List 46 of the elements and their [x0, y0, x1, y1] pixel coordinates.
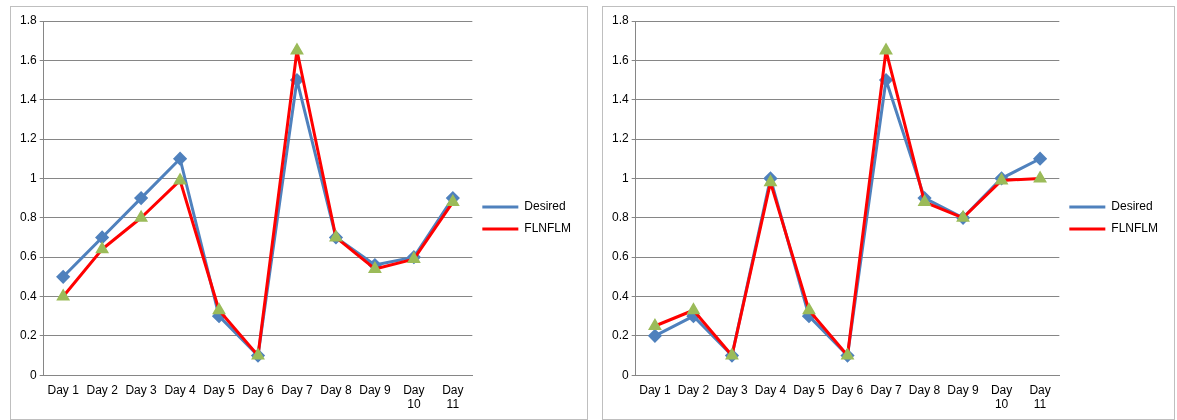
legend-label: FLNFLM — [1111, 221, 1158, 236]
y-tick-label: 1.2 — [611, 131, 629, 146]
x-tick-label: Day 3 — [125, 382, 158, 397]
x-tick-label: Day 8 — [908, 382, 941, 397]
legend-label: FLNFLM — [524, 221, 571, 236]
x-tick-label: Day 1 — [639, 382, 671, 397]
x-tick-label: Day 10 — [403, 382, 425, 412]
y-tick-label: 0.6 — [611, 249, 629, 264]
y-tick-label: 0 — [621, 367, 629, 382]
x-tick-label: Day 9 — [359, 382, 391, 397]
y-tick-label: 1.6 — [19, 52, 37, 67]
x-tick-label: Day 5 — [203, 382, 236, 397]
x-tick-label: Day 7 — [281, 382, 313, 397]
y-tick-label: 0.6 — [19, 249, 37, 264]
x-tick-label: Day 11 — [442, 382, 464, 412]
y-tick-label: 0.8 — [611, 210, 629, 225]
x-tick-label: Day 6 — [242, 382, 274, 397]
y-tick-label: 1.4 — [19, 92, 37, 107]
y-tick-label: 1 — [621, 170, 629, 185]
x-tick-label: Day 1 — [47, 382, 80, 397]
legend-label: Desired — [1111, 199, 1153, 214]
x-tick-label: Day 11 — [1029, 382, 1051, 412]
y-tick-label: 0.2 — [611, 328, 629, 343]
x-tick-label: Day 9 — [947, 382, 980, 397]
y-tick-label: 1.6 — [611, 52, 629, 67]
x-tick-label: Day 4 — [754, 382, 787, 397]
x-tick-label: Day 7 — [870, 382, 903, 397]
y-tick-label: 0 — [29, 367, 37, 382]
y-tick-label: 0.2 — [19, 328, 37, 343]
y-tick-label: 1.8 — [611, 13, 629, 28]
x-tick-label: Day 6 — [831, 382, 864, 397]
x-tick-label: Day 4 — [164, 382, 197, 397]
y-tick-label: 1.8 — [19, 13, 37, 28]
x-tick-label: Day 3 — [716, 382, 748, 397]
x-tick-label: Day 5 — [793, 382, 825, 397]
y-tick-label: 0.4 — [611, 288, 629, 303]
x-tick-label: Day 8 — [320, 382, 352, 397]
y-tick-label: 1.2 — [19, 131, 37, 146]
y-tick-label: 0.8 — [19, 210, 37, 225]
y-tick-label: 1 — [29, 170, 37, 185]
x-tick-label: Day 10 — [990, 382, 1013, 412]
legend-label: Desired — [524, 199, 566, 214]
y-tick-label: 1.4 — [611, 92, 629, 107]
x-tick-label: Day 2 — [86, 382, 119, 397]
x-tick-label: Day 2 — [677, 382, 710, 397]
y-tick-label: 0.4 — [19, 288, 37, 303]
